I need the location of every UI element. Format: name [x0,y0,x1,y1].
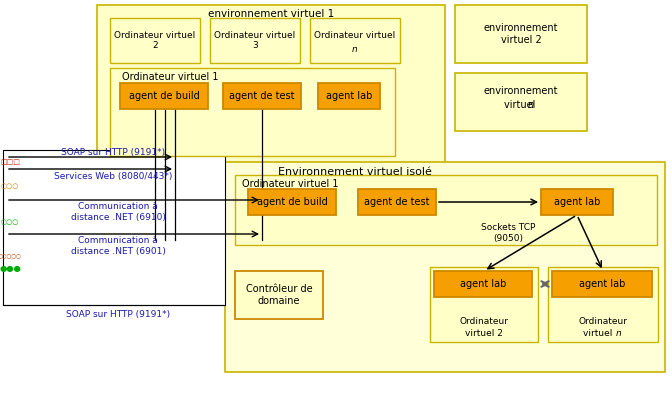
Bar [434,271,532,297]
Bar [210,18,300,63]
Bar [548,267,658,342]
Text: Ordinateur: Ordinateur [579,316,628,326]
Bar [318,83,380,109]
Text: agent de build: agent de build [257,197,327,207]
Bar [225,162,665,372]
Bar [120,83,208,109]
Text: Ordinateur virtuel 1: Ordinateur virtuel 1 [122,72,218,82]
Bar [455,73,587,131]
Text: virtuel: virtuel [583,328,615,337]
Text: Communication à
distance .NET (6910): Communication à distance .NET (6910) [71,202,165,222]
Bar [358,189,436,215]
Text: environnement
virtuel 2: environnement virtuel 2 [484,23,558,45]
Bar [223,83,301,109]
Text: Sockets TCP
(9050): Sockets TCP (9050) [480,223,535,243]
Text: agent de test: agent de test [229,91,295,101]
Text: ○○○○○: ○○○○○ [0,253,22,258]
Text: Ordinateur virtuel
3: Ordinateur virtuel 3 [214,31,296,50]
Bar [110,68,395,156]
Text: Communication à
distance .NET (6901): Communication à distance .NET (6901) [71,236,165,256]
Text: environnement: environnement [484,86,558,96]
Text: n: n [352,44,358,54]
Bar [235,271,323,319]
Text: environnement virtuel 1: environnement virtuel 1 [208,9,334,19]
Text: n: n [528,100,534,110]
Text: Environnement virtuel isolé: Environnement virtuel isolé [278,167,432,177]
Text: Services Web (8080/443*): Services Web (8080/443*) [54,172,172,181]
Text: agent lab: agent lab [460,279,506,289]
Text: SOAP sur HTTP (9191*): SOAP sur HTTP (9191*) [61,147,165,156]
Text: Ordinateur virtuel 1: Ordinateur virtuel 1 [242,179,338,189]
Text: agent lab: agent lab [326,91,372,101]
Bar [310,18,400,63]
Text: agent lab: agent lab [579,279,625,289]
Text: SOAP sur HTTP (9191*): SOAP sur HTTP (9191*) [66,310,170,320]
Bar [552,271,652,297]
Text: Ordinateur virtuel
2: Ordinateur virtuel 2 [114,31,196,50]
Text: agent de test: agent de test [364,197,430,207]
Bar [235,175,657,245]
Text: virtuel 2: virtuel 2 [465,328,503,337]
Text: ○○○: ○○○ [1,183,19,189]
Bar [3,150,225,305]
Text: virtuel: virtuel [504,100,538,110]
Text: Contrôleur de
domaine: Contrôleur de domaine [246,284,312,306]
Text: ●●●: ●●● [0,264,21,272]
Bar [97,5,445,165]
Bar [110,18,200,63]
Text: agent de build: agent de build [128,91,200,101]
Text: agent lab: agent lab [554,197,600,207]
Text: ○○○: ○○○ [1,219,19,225]
Bar [248,189,336,215]
Text: Ordinateur virtuel: Ordinateur virtuel [314,31,396,39]
Text: Ordinateur: Ordinateur [460,316,509,326]
Text: □□□: □□□ [0,159,20,165]
Bar [430,267,538,342]
Bar [455,5,587,63]
Bar [541,189,613,215]
Text: n: n [616,328,622,337]
